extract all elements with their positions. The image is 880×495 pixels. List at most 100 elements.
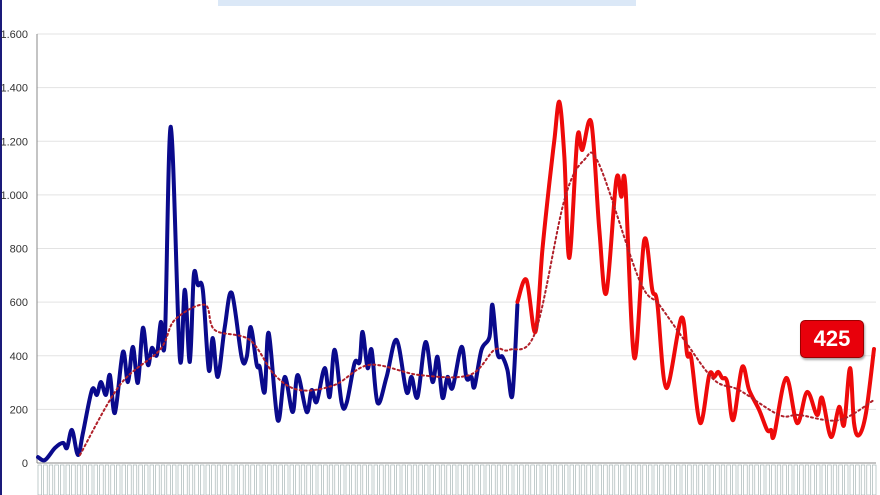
x-tick-label-box bbox=[183, 464, 188, 495]
x-tick-label-box bbox=[620, 464, 625, 495]
x-tick-label-box bbox=[60, 464, 65, 495]
x-tick-label-box bbox=[88, 464, 93, 495]
x-tick-label-box bbox=[676, 464, 681, 495]
x-tick-label-box bbox=[468, 464, 474, 495]
x-tick-label-box bbox=[698, 464, 703, 495]
x-tick-label-box bbox=[720, 464, 726, 495]
x-tick-label-box bbox=[737, 464, 742, 495]
x-tick-label-box bbox=[82, 464, 87, 495]
x-tick-label-box bbox=[855, 464, 860, 495]
x-tick-label-box bbox=[334, 464, 339, 495]
y-tick-label: 1.200 bbox=[0, 136, 28, 148]
x-tick-label-box bbox=[860, 464, 866, 495]
y-tick-label: 1.000 bbox=[0, 190, 28, 202]
x-tick-label-box bbox=[743, 464, 748, 495]
x-tick-label-box bbox=[704, 464, 709, 495]
x-tick-label-box bbox=[418, 464, 423, 495]
x-tick-label-box bbox=[810, 464, 815, 495]
x-tick-label-box bbox=[592, 464, 597, 495]
x-tick-label-box bbox=[519, 464, 524, 495]
x-tick-label-box bbox=[726, 464, 731, 495]
x-tick-label-box bbox=[765, 464, 770, 495]
x-tick-label-box bbox=[597, 464, 602, 495]
x-tick-label-box bbox=[54, 464, 59, 495]
x-tick-label-box bbox=[99, 464, 104, 495]
x-tick-label-box bbox=[211, 464, 216, 495]
x-tick-label-box bbox=[832, 464, 838, 495]
x-tick-label-box bbox=[872, 464, 877, 495]
x-tick-label-box bbox=[312, 464, 317, 495]
x-tick-label-box bbox=[692, 464, 698, 495]
x-tick-label-box bbox=[188, 464, 194, 495]
x-tick-label-box bbox=[552, 464, 558, 495]
x-tick-label-box bbox=[664, 464, 670, 495]
x-tick-label-box bbox=[547, 464, 552, 495]
x-tick-label-box bbox=[384, 464, 390, 495]
x-tick-label-box bbox=[782, 464, 787, 495]
x-tick-label-box bbox=[401, 464, 406, 495]
x-tick-label-box bbox=[659, 464, 664, 495]
x-tick-label-box bbox=[732, 464, 737, 495]
x-tick-label-box bbox=[799, 464, 804, 495]
x-tick-label-box bbox=[368, 464, 373, 495]
x-tick-label-box bbox=[580, 464, 586, 495]
x-tick-label-box bbox=[396, 464, 401, 495]
x-tick-label-box bbox=[670, 464, 675, 495]
x-tick-label-box bbox=[776, 464, 782, 495]
x-tick-label-box bbox=[709, 464, 714, 495]
last-value-callout: 425 bbox=[800, 320, 864, 358]
x-tick-label-box bbox=[631, 464, 636, 495]
x-tick-label-box bbox=[412, 464, 418, 495]
x-tick-label-box bbox=[390, 464, 395, 495]
x-tick-label-box bbox=[37, 464, 42, 495]
x-tick-label-box bbox=[642, 464, 647, 495]
x-tick-label-box bbox=[233, 464, 238, 495]
x-tick-label-box bbox=[166, 464, 171, 495]
x-tick-label-box bbox=[485, 464, 490, 495]
x-tick-label-box bbox=[65, 464, 70, 495]
x-tick-label-box bbox=[76, 464, 82, 495]
x-tick-label-box bbox=[496, 464, 502, 495]
x-tick-label-box bbox=[272, 464, 278, 495]
x-tick-label-box bbox=[586, 464, 591, 495]
x-tick-label-box bbox=[480, 464, 485, 495]
x-tick-label-box bbox=[754, 464, 759, 495]
x-tick-label-box bbox=[121, 464, 126, 495]
x-tick-label-box bbox=[340, 464, 345, 495]
x-tick-label-box bbox=[536, 464, 541, 495]
y-tick-label: 800 bbox=[10, 244, 28, 256]
x-tick-label-box bbox=[569, 464, 574, 495]
x-tick-label-box bbox=[849, 464, 854, 495]
x-tick-label-box bbox=[435, 464, 440, 495]
x-tick-label-box bbox=[267, 464, 272, 495]
x-tick-label-box bbox=[127, 464, 132, 495]
x-tick-label-box bbox=[575, 464, 580, 495]
x-tick-label-box bbox=[138, 464, 143, 495]
x-tick-label-box bbox=[866, 464, 871, 495]
x-tick-label-box bbox=[160, 464, 166, 495]
x-tick-label-box bbox=[132, 464, 138, 495]
x-tick-label-box bbox=[474, 464, 479, 495]
x-tick-label-box bbox=[513, 464, 518, 495]
x-tick-label-box bbox=[149, 464, 154, 495]
x-tick-label-box bbox=[844, 464, 849, 495]
x-tick-label-box bbox=[379, 464, 384, 495]
x-tick-label-box bbox=[373, 464, 378, 495]
x-tick-label-box bbox=[771, 464, 776, 495]
x-tick-label-box bbox=[216, 464, 222, 495]
x-tick-label-box bbox=[362, 464, 367, 495]
x-tick-label-box bbox=[172, 464, 177, 495]
x-tick-label-box bbox=[116, 464, 121, 495]
x-tick-label-box bbox=[681, 464, 686, 495]
series-line-2 bbox=[515, 99, 877, 441]
x-tick-label-box bbox=[284, 464, 289, 495]
x-tick-label-box bbox=[748, 464, 754, 495]
series-line-1 bbox=[35, 124, 520, 463]
x-tick-label-box bbox=[48, 464, 54, 495]
x-tick-label-box bbox=[502, 464, 507, 495]
x-tick-label-box bbox=[760, 464, 765, 495]
x-tick-label-box bbox=[608, 464, 614, 495]
x-tick-label-box bbox=[228, 464, 233, 495]
